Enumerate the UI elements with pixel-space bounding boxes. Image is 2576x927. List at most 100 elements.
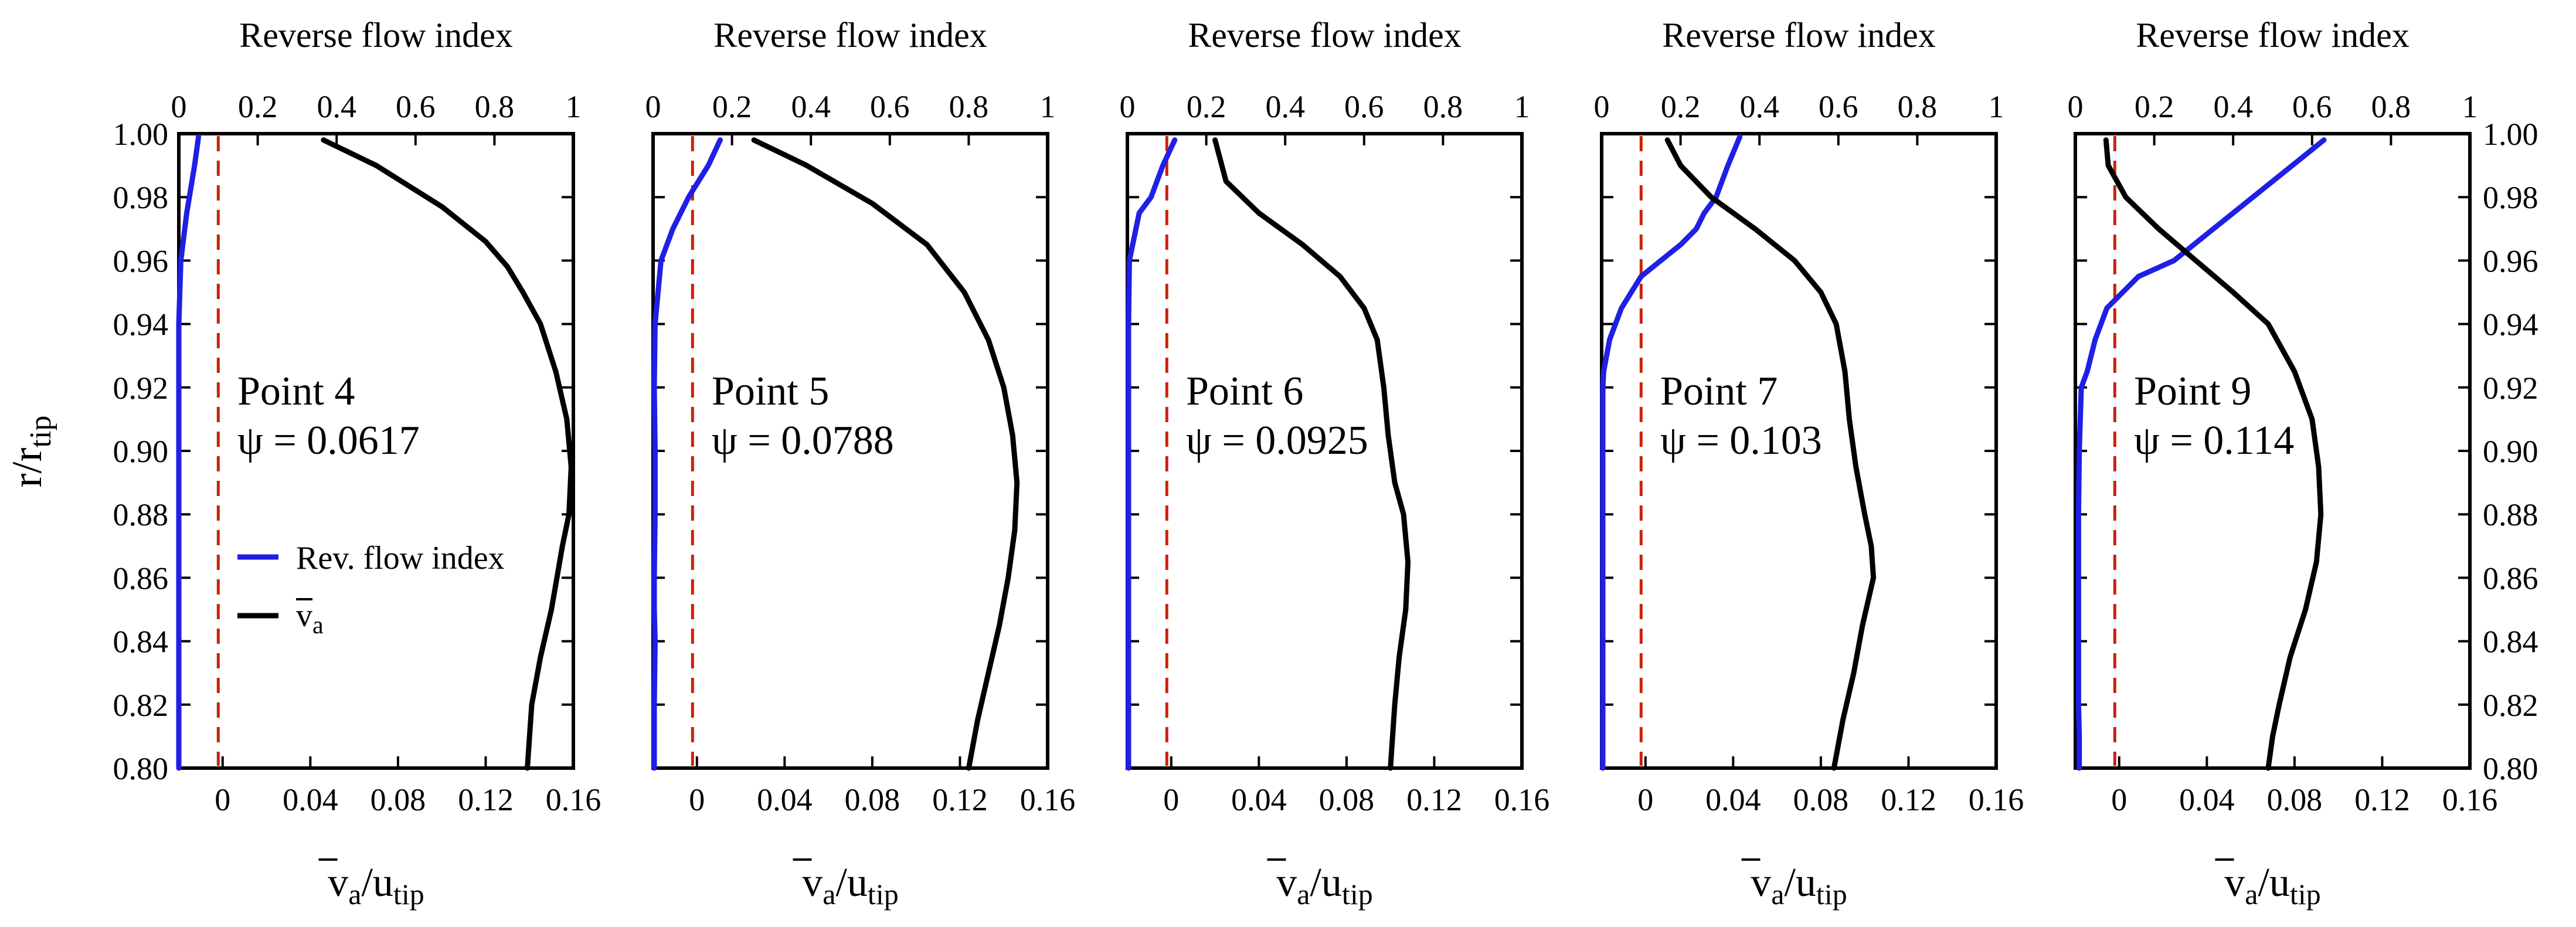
- bottom-tick-label: 0.12: [932, 782, 988, 817]
- panel-4: 0 0.04 0.08 0.12 0.16 0 0.2 0.4 0.6 0.8 1 Reverse f…: [1594, 16, 2024, 911]
- y-tick-label-right: 1.00: [2483, 117, 2538, 152]
- bottom-axis-label: va/utip: [2224, 860, 2320, 911]
- bottom-axis-label: va/utip: [1276, 860, 1372, 911]
- panel-5: 0.800.820.840.860.880.900.920.940.960.98…: [2068, 16, 2538, 911]
- top-tick-label: 0.2: [1187, 89, 1226, 124]
- bottom-tick-label: 0.08: [1793, 782, 1849, 817]
- panel-1: 0.800.820.840.860.880.900.920.940.960.98…: [113, 16, 601, 911]
- point-label: Point 4: [237, 369, 355, 414]
- point-label: Point 5: [712, 369, 829, 414]
- point-label: Point 7: [1660, 369, 1778, 414]
- y-tick-label: 0.84: [113, 624, 169, 660]
- bottom-tick-label: 0.08: [1319, 782, 1375, 817]
- psi-label: ψ = 0.0788: [712, 418, 894, 463]
- top-tick-label: 0.4: [317, 89, 356, 124]
- top-tick-label: 0.6: [396, 89, 436, 124]
- bottom-axis-label: va/utip: [1751, 860, 1847, 911]
- va-line: [751, 137, 1020, 771]
- rev-flow-index-line: [651, 137, 723, 771]
- top-axis-title: Reverse flow index: [239, 16, 513, 55]
- bottom-tick-label: 0.08: [845, 782, 900, 817]
- left-axis-label: r/rtip: [4, 416, 57, 488]
- point-label: Point 9: [2134, 369, 2251, 414]
- va-line: [2103, 137, 2324, 771]
- top-tick-label: 0.2: [238, 89, 278, 124]
- psi-label: ψ = 0.0617: [237, 418, 420, 463]
- top-axis-title: Reverse flow index: [1188, 16, 1462, 55]
- bottom-tick-label: 0: [2111, 782, 2127, 817]
- bottom-tick-label: 0.04: [757, 782, 813, 817]
- bottom-tick-label: 0.12: [458, 782, 514, 817]
- y-tick-label: 0.82: [113, 688, 169, 723]
- top-tick-label: 0.4: [1265, 89, 1305, 124]
- rev-flow-index-line: [1600, 134, 1743, 771]
- top-tick-label: 0.6: [870, 89, 910, 124]
- bottom-tick-label: 0.04: [1705, 782, 1761, 817]
- top-tick-label: 0.8: [1423, 89, 1463, 124]
- va-line: [1664, 137, 1877, 771]
- bottom-tick-label: 0.08: [371, 782, 426, 817]
- bottom-tick-label: 0.04: [2179, 782, 2235, 817]
- y-tick-label-right: 0.90: [2483, 434, 2538, 469]
- bottom-tick-label: 0.12: [1881, 782, 1936, 817]
- bottom-tick-label: 0.12: [2354, 782, 2410, 817]
- rev-flow-index-line: [176, 134, 202, 771]
- psi-label: ψ = 0.103: [1660, 418, 1822, 463]
- top-axis-title: Reverse flow index: [713, 16, 987, 55]
- top-tick-label: 0.8: [475, 89, 515, 124]
- bottom-tick-label: 0.04: [283, 782, 338, 817]
- y-tick-label-right: 0.82: [2483, 688, 2538, 723]
- va-line: [1212, 137, 1411, 771]
- y-tick-label-right: 0.86: [2483, 561, 2538, 596]
- y-tick-label: 1.00: [113, 117, 169, 152]
- top-tick-label: 0.2: [1661, 89, 1701, 124]
- top-axis-title: Reverse flow index: [2136, 16, 2410, 55]
- y-tick-label-right: 0.92: [2483, 371, 2538, 406]
- bottom-axis-label: va/utip: [802, 860, 898, 911]
- y-tick-label-right: 0.88: [2483, 497, 2538, 532]
- y-tick-label-right: 0.94: [2483, 307, 2538, 342]
- top-tick-label: 0.4: [1739, 89, 1779, 124]
- bottom-tick-label: 0: [215, 782, 230, 817]
- bottom-tick-label: 0.16: [2442, 782, 2498, 817]
- y-tick-label-right: 0.98: [2483, 180, 2538, 215]
- top-tick-label: 1: [2462, 89, 2478, 124]
- bottom-tick-label: 0.08: [2267, 782, 2323, 817]
- top-tick-label: 1: [566, 89, 582, 124]
- y-tick-label: 0.94: [113, 307, 169, 342]
- top-tick-label: 0.8: [2371, 89, 2411, 124]
- psi-label: ψ = 0.0925: [1186, 418, 1368, 463]
- top-tick-label: 0.2: [2135, 89, 2174, 124]
- y-tick-label: 0.90: [113, 434, 169, 469]
- y-tick-label-right: 0.84: [2483, 624, 2538, 660]
- top-tick-label: 1: [1514, 89, 1530, 124]
- top-tick-label: 0: [171, 89, 187, 124]
- top-tick-label: 0.6: [2292, 89, 2332, 124]
- y-tick-label: 0.86: [113, 561, 169, 596]
- bottom-tick-label: 0.04: [1231, 782, 1287, 817]
- panel-3: 0 0.04 0.08 0.12 0.16 0 0.2 0.4 0.6 0.8 1 Reverse f…: [1120, 16, 1550, 911]
- rev-flow-index-line: [2075, 137, 2327, 771]
- bottom-tick-label: 0.16: [1020, 782, 1076, 817]
- legend-rev-label: Rev. flow index: [296, 540, 505, 576]
- top-tick-label: 0: [2068, 89, 2084, 124]
- y-tick-label-right: 0.80: [2483, 751, 2538, 786]
- y-tick-label-right: 0.96: [2483, 243, 2538, 279]
- bottom-axis-label: va/utip: [328, 860, 424, 911]
- y-tick-label: 0.96: [113, 243, 169, 279]
- legend-va-label: va: [296, 597, 324, 639]
- bottom-tick-label: 0: [1637, 782, 1653, 817]
- y-tick-label: 0.98: [113, 180, 169, 215]
- bottom-tick-label: 0.16: [546, 782, 601, 817]
- top-tick-label: 0.6: [1344, 89, 1384, 124]
- bottom-tick-label: 0.12: [1406, 782, 1462, 817]
- va-line: [321, 137, 574, 771]
- top-tick-label: 0.6: [1819, 89, 1858, 124]
- top-tick-label: 0.4: [2213, 89, 2253, 124]
- bottom-tick-label: 0.16: [1494, 782, 1550, 817]
- top-tick-label: 0: [645, 89, 661, 124]
- top-tick-label: 0.8: [1898, 89, 1938, 124]
- top-tick-label: 0: [1594, 89, 1610, 124]
- bottom-tick-label: 0.16: [1969, 782, 2024, 817]
